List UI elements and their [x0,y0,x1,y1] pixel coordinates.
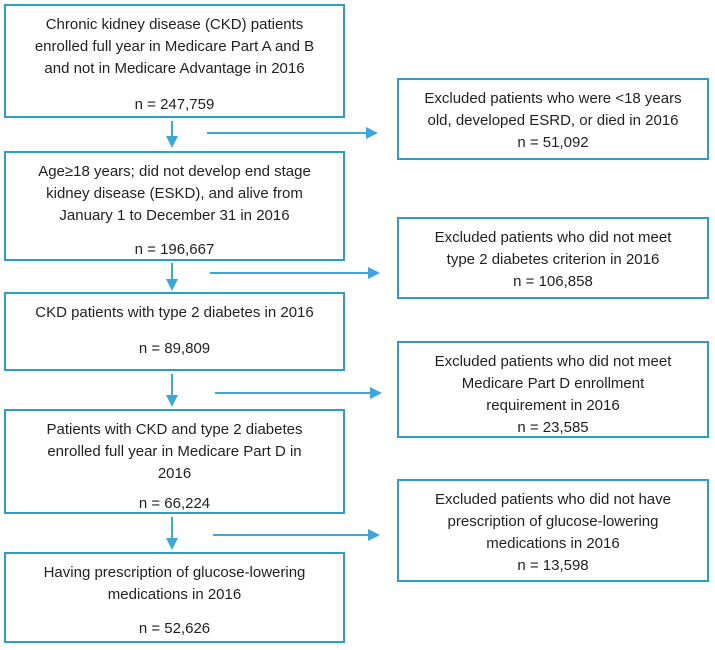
box-glucose-lowering-rx: Having prescription of glucose-lowering … [4,552,345,643]
box-n-value: n = 13,598 [517,557,589,574]
box-text: Age≥18 years; did not develop end stage … [38,163,311,224]
box-n-value: n = 89,809 [138,340,211,357]
box-text: Excluded patients who were <18 years old… [424,90,682,129]
box-text: Patients with CKD and type 2 diabetes en… [46,421,303,482]
box-text: Excluded patients who did not meet type … [434,229,672,268]
box-excluded-no-glucose-rx: Excluded patients who did not have presc… [397,479,709,582]
box-n-value: n = 247,759 [134,96,215,113]
box-n-value: n = 196,667 [134,241,215,258]
box-n-value: n = 106,858 [513,273,593,290]
box-text: CKD patients with type 2 diabetes in 201… [35,304,314,321]
box-n-value: n = 23,585 [517,419,589,436]
box-n-value: n = 66,224 [138,495,211,512]
box-text: Excluded patients who did not meet Medic… [434,353,672,414]
box-age18-no-eskd-alive: Age≥18 years; did not develop end stage … [4,151,345,261]
box-text: Chronic kidney disease (CKD) patients en… [34,16,315,77]
box-n-value: n = 52,626 [138,620,211,637]
box-medicare-part-d: Patients with CKD and type 2 diabetes en… [4,409,345,514]
box-ckd-medicare-ab: Chronic kidney disease (CKD) patients en… [4,4,345,118]
box-text: Having prescription of glucose-lowering … [43,564,306,603]
box-ckd-type2-diabetes: CKD patients with type 2 diabetes in 201… [4,292,345,371]
box-excluded-age-esrd-died: Excluded patients who were <18 years old… [397,78,709,160]
box-excluded-no-t2d-criterion: Excluded patients who did not meet type … [397,217,709,299]
box-excluded-no-part-d: Excluded patients who did not meet Medic… [397,341,709,438]
box-n-value: n = 51,092 [517,134,589,151]
box-text: Excluded patients who did not have presc… [435,491,671,552]
